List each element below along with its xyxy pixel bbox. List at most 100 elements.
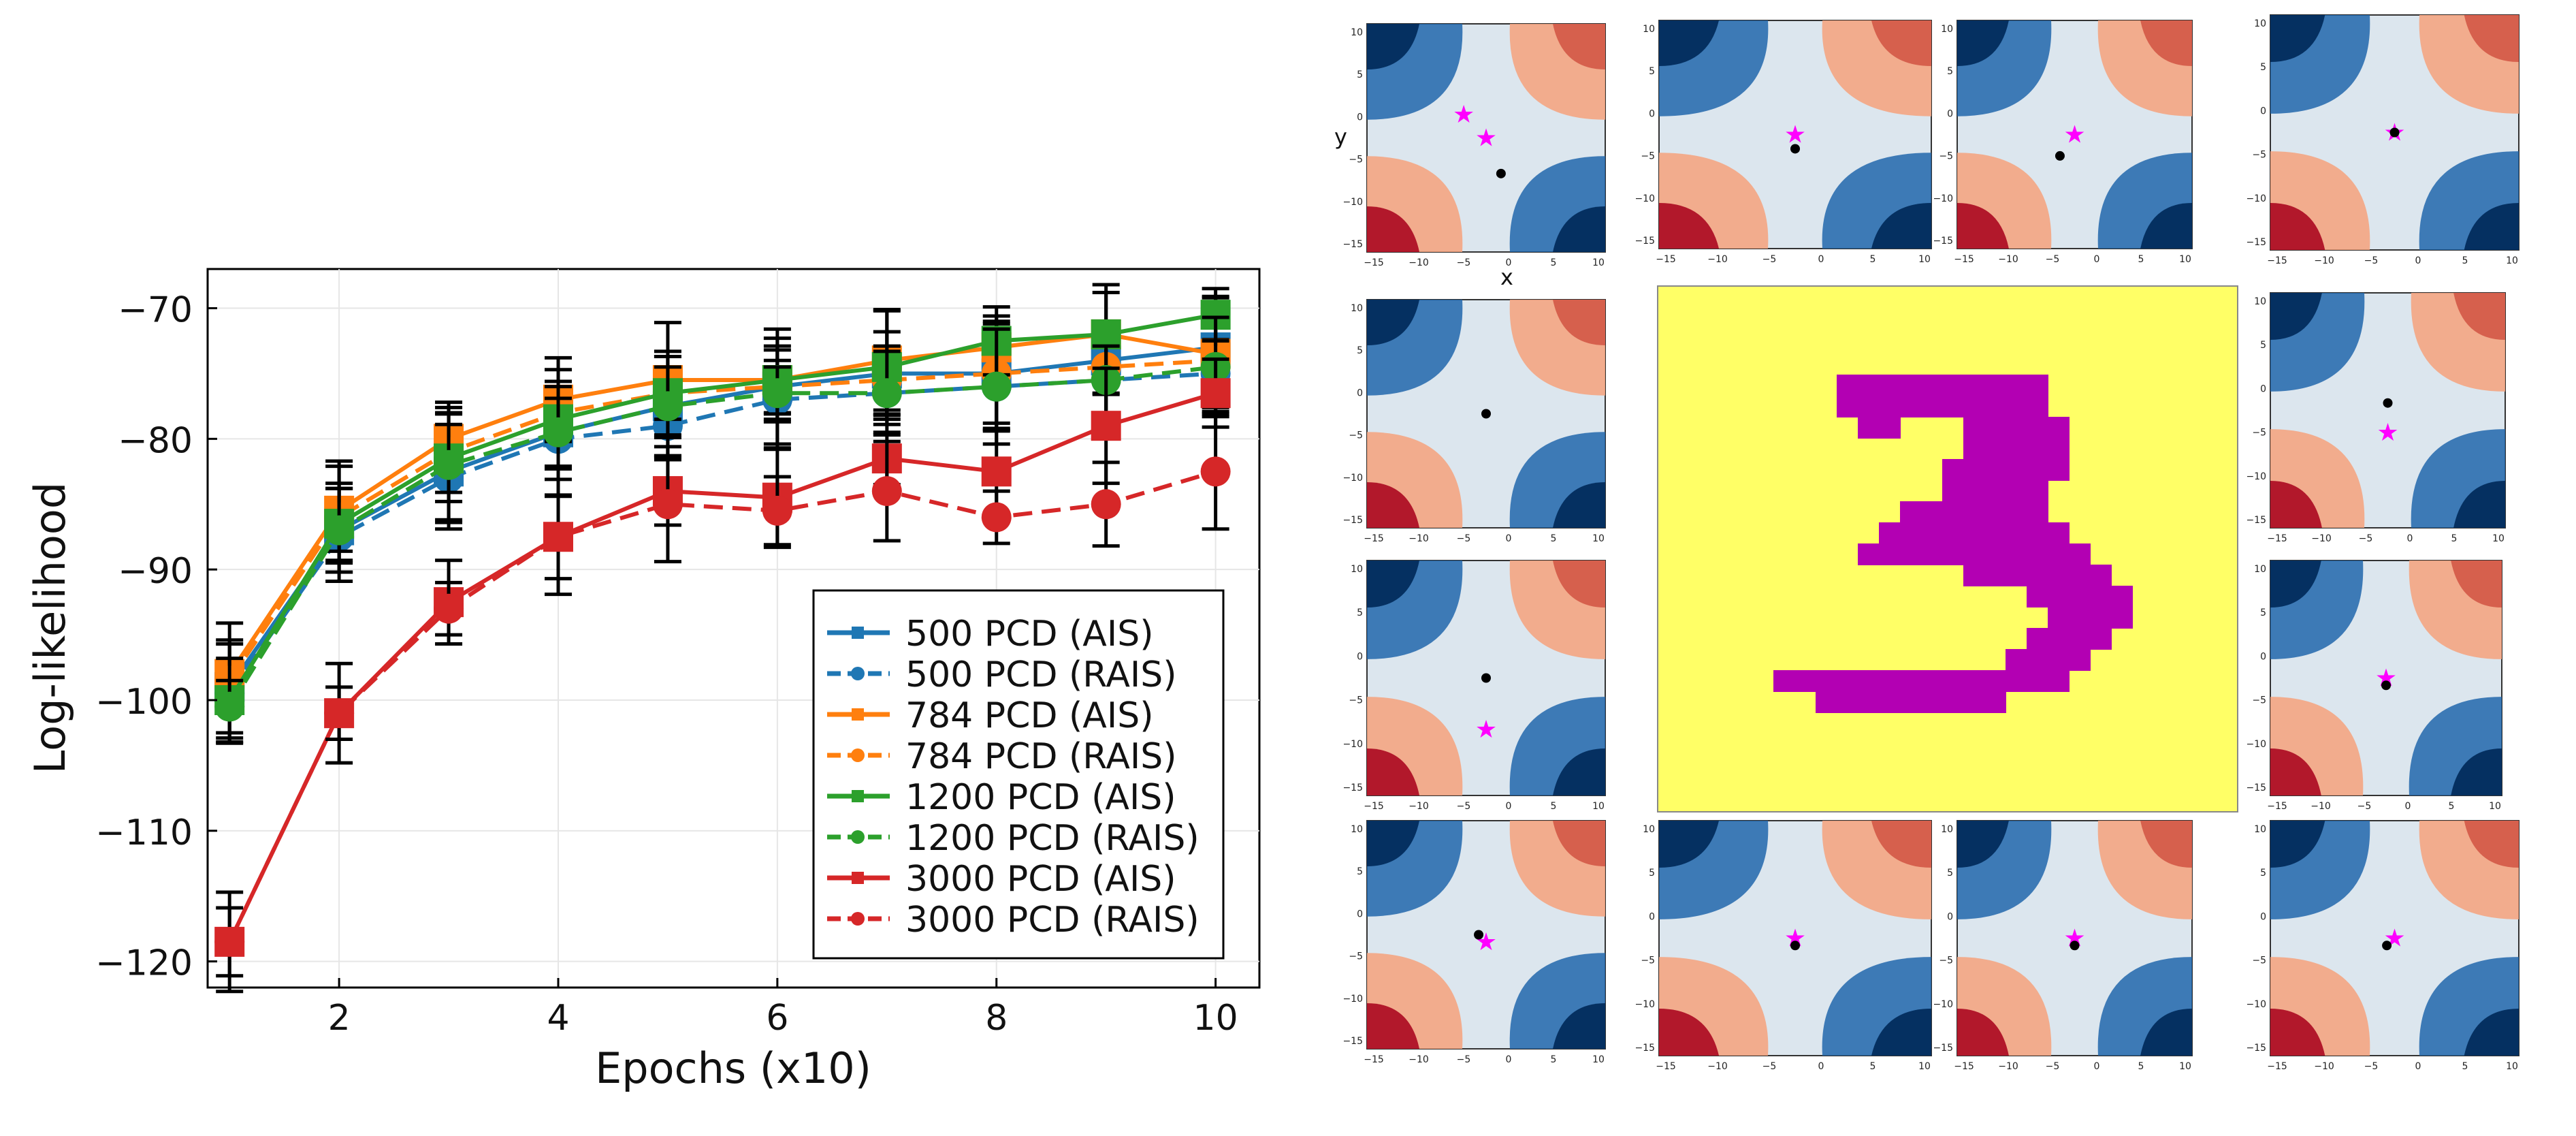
legend-item: 1200 PCD (RAIS) <box>827 818 1200 859</box>
data-point <box>1200 456 1231 487</box>
panel-y-tick: −5 <box>1349 951 1363 962</box>
digit-pixel <box>2048 628 2070 650</box>
contour-region <box>2451 561 2502 608</box>
digit-pixel <box>1921 396 1943 417</box>
panel-y-tick: −5 <box>2252 956 2266 966</box>
digit-pixel <box>1942 480 1964 502</box>
digit-pixel <box>2111 607 2133 629</box>
panel-x-tick: −15 <box>1656 254 1676 265</box>
contour-region <box>1367 24 1419 69</box>
x-tick-label: 2 <box>328 998 351 1039</box>
digit-pixel <box>2048 522 2070 544</box>
panel-y-tick: 5 <box>1357 866 1363 877</box>
digit-pixel <box>2048 543 2070 565</box>
dot-marker <box>1481 409 1491 419</box>
panel-y-tick: 0 <box>1357 112 1363 123</box>
panel-x-tick: 10 <box>2489 801 2501 812</box>
dot-marker <box>2070 941 2080 951</box>
panel-x-tick: 5 <box>1870 1061 1876 1072</box>
digit-pixel <box>2048 586 2070 608</box>
digit-pixel <box>2006 501 2027 523</box>
legend-label: 500 PCD (RAIS) <box>905 654 1177 695</box>
panel-y-tick: −15 <box>2246 1043 2266 1054</box>
panel-y-tick: −10 <box>2246 193 2266 204</box>
contour-region <box>1553 482 1605 528</box>
panel-x-tick: −5 <box>1762 254 1777 265</box>
panel-x-tick: −5 <box>1457 257 1471 268</box>
digit-pixel <box>1963 501 1985 523</box>
panel-y-tick: 5 <box>1649 868 1655 879</box>
digit-pixel <box>1900 522 1922 544</box>
panel-y-tick: 0 <box>2260 383 2266 394</box>
panel-y-tick: 5 <box>2260 868 2266 879</box>
star-marker: ★ <box>2377 419 2398 447</box>
digit-pixel <box>1963 670 1985 692</box>
panel-y-tick: 10 <box>2254 824 2266 835</box>
contour-region <box>1957 1009 2009 1056</box>
series-line <box>227 358 1216 682</box>
digit-pixel <box>1942 522 1964 544</box>
panel-y-tick: 0 <box>2260 911 2266 922</box>
contour-region <box>2140 20 2192 66</box>
panel-x-tick: 10 <box>2492 533 2505 544</box>
series-1200-pcd-rais- <box>214 315 1231 735</box>
series-line <box>227 391 1217 943</box>
panel-y-tick: 0 <box>1649 911 1655 922</box>
panel-x-tick: −5 <box>1457 533 1471 544</box>
panel-x-tick: −10 <box>1998 254 2018 265</box>
digit-pixel <box>1879 396 1901 417</box>
series-3000-pcd-rais- <box>214 412 1231 978</box>
panel-y-tick: −15 <box>2246 515 2266 526</box>
legend-marker <box>851 912 865 926</box>
digit-pixel <box>2027 628 2048 650</box>
panel-x-tick: 5 <box>2449 801 2455 812</box>
star-marker: ★ <box>1475 716 1497 744</box>
panel-y-tick: 10 <box>2254 564 2266 575</box>
digit-pixel <box>1794 670 1816 692</box>
digit-pixel <box>1942 670 1964 692</box>
panel-y-tick: 5 <box>1649 66 1655 77</box>
x-tick-label: 4 <box>547 998 569 1039</box>
digit-pixel <box>1963 522 1985 544</box>
digit-pixel <box>1921 691 1943 713</box>
digit-pixel <box>2069 543 2091 565</box>
digit-pixel <box>2111 586 2133 608</box>
digit-pixel <box>1942 691 1964 713</box>
panel-y-tick: −15 <box>1342 239 1363 250</box>
digit-pixel <box>1879 691 1901 713</box>
panel-x-tick: 5 <box>1551 533 1557 544</box>
y-tick-label: −120 <box>95 943 193 984</box>
legend-label: 3000 PCD (AIS) <box>905 859 1176 900</box>
panel-x-tick: −15 <box>2267 801 2287 812</box>
contour-panels: ★ −15 −10 −5 0 5 10 10 5 0 −5 −10 −15 ★ −15 −10 −5 0 5 10 10… <box>1342 14 2519 1072</box>
contour-region <box>2270 1009 2325 1056</box>
panel-y-tick: −15 <box>2246 237 2266 248</box>
series-line <box>227 469 1217 943</box>
contour-region <box>1871 821 1931 868</box>
y-tick-label: −90 <box>118 551 193 592</box>
legend-marker <box>852 627 864 639</box>
data-point <box>324 515 355 546</box>
legend-label: 1200 PCD (AIS) <box>905 777 1176 818</box>
digit-pixel <box>2006 565 2027 586</box>
contour-region <box>2140 821 2192 868</box>
contour-region <box>1367 561 1419 608</box>
data-point <box>981 371 1012 402</box>
digit-pixel <box>1942 543 1964 565</box>
digit-pixel <box>1900 501 1922 523</box>
legend-label: 1200 PCD (RAIS) <box>905 818 1200 859</box>
dot-marker <box>2383 398 2393 408</box>
panel-x-tick: −5 <box>2357 801 2372 812</box>
panel-x-tick: 10 <box>2179 254 2191 265</box>
contour-region <box>1367 206 1419 252</box>
panel-x-tick: −10 <box>2311 533 2332 544</box>
panel-y-tick: 0 <box>2260 651 2266 662</box>
panel-x-tick: 0 <box>2405 801 2411 812</box>
x-tick-label: 6 <box>766 998 788 1039</box>
digit-pixel <box>1837 396 1858 417</box>
panel-y-tick: 0 <box>1357 909 1363 919</box>
series-group <box>214 283 1231 994</box>
